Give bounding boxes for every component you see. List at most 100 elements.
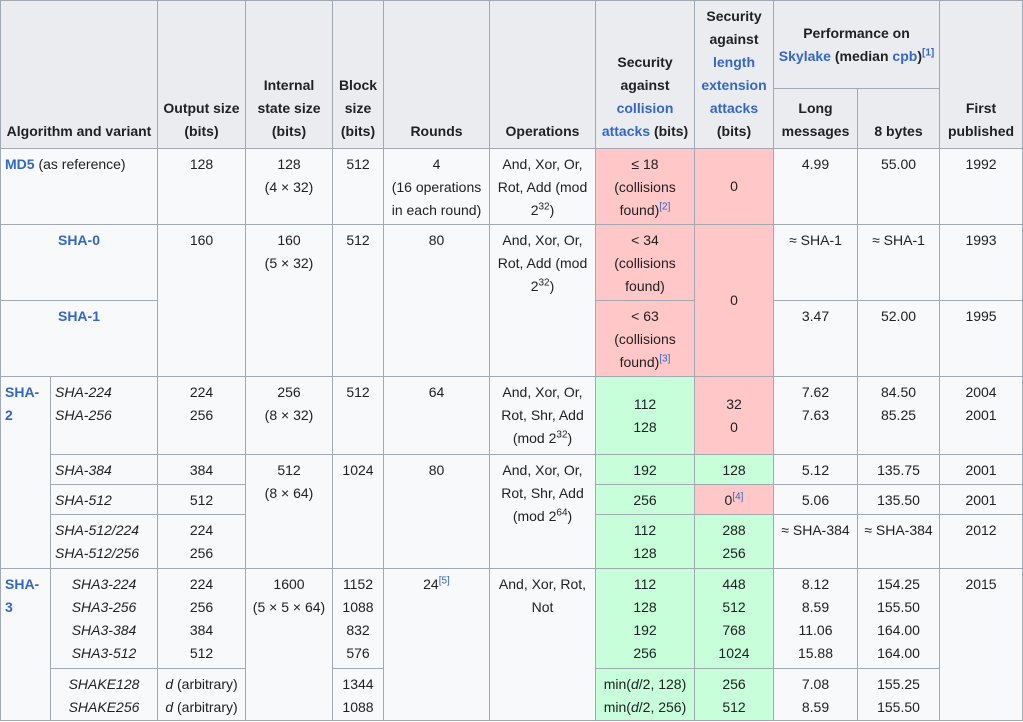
sha1-name-cell: SHA-1 bbox=[0, 300, 158, 377]
header-algorithm: Algorithm and variant bbox=[0, 0, 158, 149]
header-8-bytes: 8 bytes bbox=[856, 88, 941, 149]
sha512t-output: 224 256 bbox=[157, 514, 246, 569]
sha0-8bytes: ≈ SHA-1 bbox=[856, 224, 941, 301]
shake-8bytes: 155.25 155.50 bbox=[856, 668, 941, 721]
sha1-link[interactable]: SHA-1 bbox=[57, 308, 100, 324]
md5-rounds: 4 (16 operations in each round) bbox=[383, 148, 490, 225]
sha512-output: 512 bbox=[157, 484, 246, 515]
table-row: SHA-512 512 256 0[4] 5.06 135.50 2001 bbox=[1, 484, 1023, 515]
length-extension-link[interactable]: length extension attacks bbox=[701, 54, 767, 116]
sha3-link[interactable]: SHA-3 bbox=[5, 576, 40, 615]
sha3-long: 8.12 8.59 11.06 15.88 bbox=[773, 568, 858, 669]
sha3-collision: 112 128 192 256 bbox=[595, 568, 695, 669]
md5-collision: ≤ 18 (collisions found)[2] bbox=[595, 148, 695, 225]
sha384-year: 2001 bbox=[939, 454, 1023, 485]
table-row: SHA-2 SHA-224 SHA-256 224 256 256 (8 × 32) … bbox=[0, 376, 1023, 569]
sha3-year: 2015 bbox=[939, 568, 1023, 721]
reference-3[interactable]: [3] bbox=[659, 353, 671, 365]
table-row: SHA-1 < 63 (collisions found)[3] 3.47 52… bbox=[0, 300, 1023, 377]
sha0-year: 1993 bbox=[939, 224, 1023, 301]
table-row: SHA-512/224 SHA-512/256 224 256 112 128 288… bbox=[1, 514, 1023, 569]
md5-link[interactable]: MD5 bbox=[5, 156, 35, 172]
sha3-operations: And, Xor, Rot, Not bbox=[489, 568, 596, 721]
sha384-length-extension: 128 bbox=[694, 454, 774, 485]
sha512-family-operations: And, Xor, Or, Rot, Shr, Add (mod 264) bbox=[489, 454, 596, 569]
header-operations: Operations bbox=[489, 0, 596, 149]
header-block-size: Block size (bits) bbox=[332, 0, 384, 149]
collision-attacks-link[interactable]: collision attacks bbox=[601, 100, 674, 139]
header-collision-security: Security against collision attacks (bits… bbox=[595, 0, 695, 149]
sha0-link[interactable]: SHA-0 bbox=[57, 232, 100, 248]
sha1-collision: < 63 (collisions found)[3] bbox=[595, 300, 695, 377]
shake-block: 1344 1088 bbox=[332, 668, 384, 721]
sha3-state: 1600 (5 × 5 × 64) bbox=[245, 568, 333, 721]
reference-2[interactable]: [2] bbox=[659, 201, 671, 213]
md5-operations: And, Xor, Or, Rot, Add (mod 232) bbox=[489, 148, 596, 225]
sha0-name-cell: SHA-0 bbox=[0, 224, 158, 301]
sha1-long: 3.47 bbox=[773, 300, 858, 377]
sha512-family-rounds: 80 bbox=[383, 454, 490, 569]
table-row: SHA-0 160 160 (5 × 32) 512 80 And, Xor, O… bbox=[0, 224, 1023, 377]
header-performance: Performance on Skylake (median cpb)[1] bbox=[772, 0, 941, 89]
sha3-names: SHA3-224 SHA3-256 SHA3-384 SHA3-512 bbox=[50, 568, 158, 669]
table-row: SHA-384 384 512 (8 × 64) 1024 80 And, Xor… bbox=[1, 454, 1023, 569]
sha0-operations: And, Xor, Or, Rot, Add (mod 232) bbox=[489, 224, 596, 377]
sha224-256-year: 2004 2001 bbox=[939, 376, 1023, 455]
sha0-block: 512 bbox=[332, 224, 384, 377]
sha0-long: ≈ SHA-1 bbox=[773, 224, 858, 301]
header-length-extension-security: Security against length extension attack… bbox=[694, 0, 774, 149]
reference-5[interactable]: [5] bbox=[438, 575, 450, 587]
sha512t-year: 2012 bbox=[939, 514, 1023, 569]
sha0-state: 160 (5 × 32) bbox=[245, 224, 333, 377]
shake-names: SHAKE128 SHAKE256 bbox=[50, 668, 158, 721]
cpb-link[interactable]: cpb bbox=[892, 47, 918, 64]
sha512t-8bytes: ≈ SHA-384 bbox=[856, 514, 941, 569]
skylake-link[interactable]: Skylake bbox=[778, 47, 831, 64]
md5-year: 1992 bbox=[939, 148, 1023, 225]
sha3-family-cell: SHA-3 bbox=[0, 568, 51, 721]
sha1-8bytes: 52.00 bbox=[856, 300, 941, 377]
sha224-256-output: 224 256 bbox=[157, 376, 246, 455]
sha224-256-state: 256 (8 × 32) bbox=[245, 376, 333, 455]
sha512-collision: 256 bbox=[595, 484, 695, 515]
sha512-year: 2001 bbox=[939, 484, 1023, 515]
reference-4[interactable]: [4] bbox=[732, 491, 744, 503]
sha2-link[interactable]: SHA-2 bbox=[5, 384, 40, 423]
sha1-year: 1995 bbox=[939, 300, 1023, 377]
header-long-messages: Long messages bbox=[773, 88, 858, 149]
sha224-256-block: 512 bbox=[332, 376, 384, 455]
sha384-collision: 192 bbox=[595, 454, 695, 485]
sha384-output: 384 bbox=[157, 454, 246, 485]
table-row: SHAKE128 SHAKE256 d (arbitrary) d (arbitra… bbox=[1, 668, 1023, 721]
md5-state: 128 (4 × 32) bbox=[245, 148, 333, 225]
sha512-long: 5.06 bbox=[773, 484, 858, 515]
sha3-length-extension: 448 512 768 1024 bbox=[694, 568, 774, 669]
sha512t-names: SHA-512/224 SHA-512/256 bbox=[50, 514, 158, 569]
reference-1[interactable]: [1] bbox=[921, 46, 935, 58]
sha384-long: 5.12 bbox=[773, 454, 858, 485]
md5-name-cell: MD5 (as reference) bbox=[0, 148, 158, 225]
sha224-256-names: SHA-224 SHA-256 bbox=[50, 376, 158, 455]
sha224-256-collision: 112 128 bbox=[595, 376, 695, 455]
sha224-256-rounds: 64 bbox=[383, 376, 490, 455]
sha0-output: 160 bbox=[157, 224, 246, 377]
sha2-family-cell: SHA-2 bbox=[0, 376, 51, 569]
table-row: SHA-3 SHA3-224 SHA3-256 SHA3-384 SHA3-512 2… bbox=[0, 568, 1023, 721]
sha512t-length-extension: 288 256 bbox=[694, 514, 774, 569]
sha384-name: SHA-384 bbox=[50, 454, 158, 485]
md5-length-extension: 0 bbox=[694, 148, 774, 225]
sha512t-collision: 112 128 bbox=[595, 514, 695, 569]
header-first-published: First published bbox=[939, 0, 1023, 149]
sha0-rounds: 80 bbox=[383, 224, 490, 377]
sha512-family-state: 512 (8 × 64) bbox=[245, 454, 333, 569]
shake-output: d (arbitrary) d (arbitrary) bbox=[157, 668, 246, 721]
sha3-rounds: 24[5] bbox=[383, 568, 490, 721]
sha224-256-length-extension: 32 0 bbox=[694, 376, 774, 455]
shake-collision: min(d/2, 128) min(d/2, 256) bbox=[595, 668, 695, 721]
md5-long: 4.99 bbox=[773, 148, 858, 225]
sha224-256-8bytes: 84.50 85.25 bbox=[856, 376, 941, 455]
sha3-8bytes: 154.25 155.50 164.00 164.00 bbox=[856, 568, 941, 669]
sha224-256-operations: And, Xor, Or, Rot, Shr, Add (mod 232) bbox=[489, 376, 596, 455]
header-internal-state: Internal state size (bits) bbox=[245, 0, 333, 149]
